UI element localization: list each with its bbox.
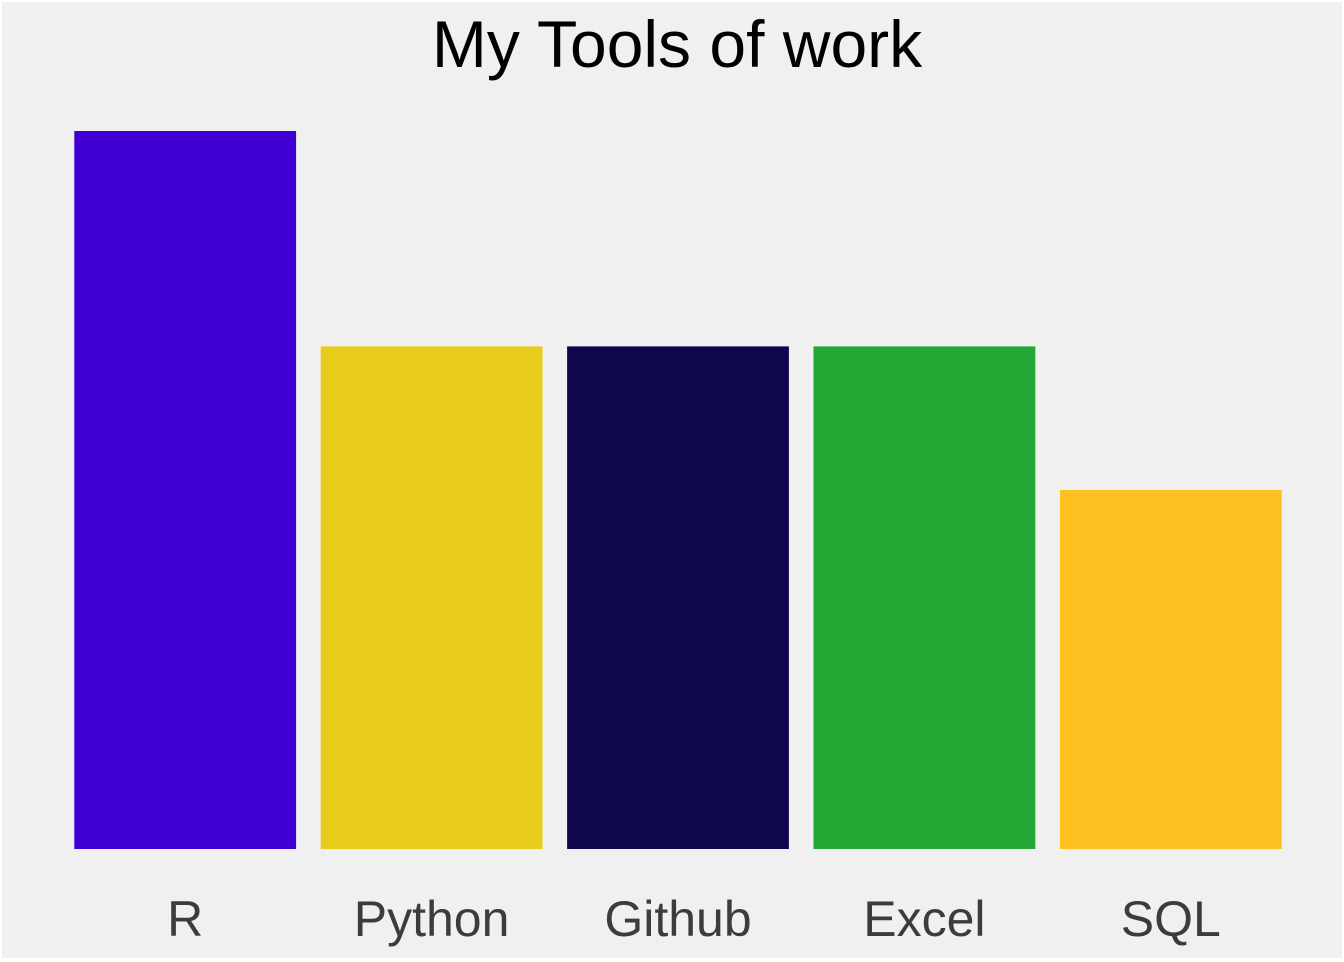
- x-tick-label-r: R: [167, 891, 203, 947]
- x-tick-labels: R Python Github Excel SQL: [167, 891, 1221, 947]
- x-tick-label-github: Github: [604, 891, 751, 947]
- bar-r: [74, 131, 297, 849]
- bar-python: [320, 346, 543, 849]
- chart-title: My Tools of work: [432, 7, 923, 81]
- x-tick-label-excel: Excel: [863, 891, 985, 947]
- bar-sql: [1059, 490, 1282, 849]
- x-tick-label-python: Python: [354, 891, 510, 947]
- bars-group: [74, 131, 1282, 849]
- bar-github: [567, 346, 789, 849]
- x-tick-label-sql: SQL: [1121, 891, 1221, 947]
- bar-excel: [813, 346, 1036, 849]
